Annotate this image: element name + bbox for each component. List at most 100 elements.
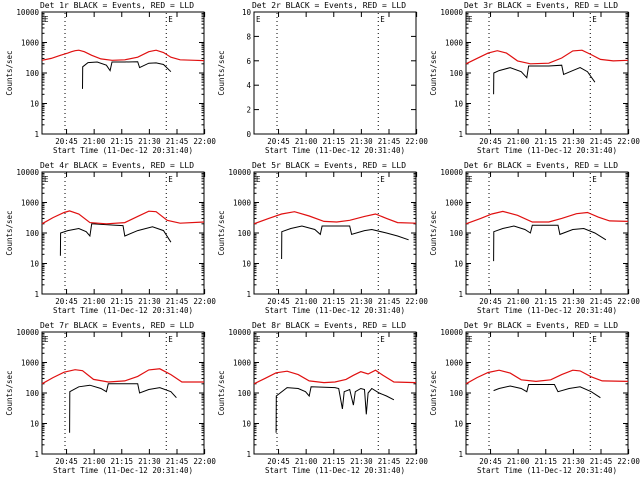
x-tick-label: 21:45 — [590, 457, 613, 466]
plot-frame — [465, 171, 629, 295]
left-marker-label: E — [256, 15, 261, 24]
plot-frame — [253, 11, 417, 135]
lld-series-line — [41, 210, 205, 225]
x-tick-label: 21:45 — [166, 297, 189, 306]
left-marker-label: E — [468, 175, 473, 184]
right-marker-label: E — [592, 175, 597, 184]
left-marker-label: E — [468, 335, 473, 344]
panel-title: Det 1r BLACK = Events, RED = LLD — [40, 1, 194, 10]
y-axis-label: Counts/sec — [429, 370, 438, 415]
x-tick-label: 21:30 — [562, 297, 585, 306]
y-tick-label: 10 — [30, 100, 40, 109]
lld-series-line — [465, 49, 629, 65]
events-series-line — [69, 383, 177, 433]
right-marker-label: E — [380, 175, 385, 184]
right-marker-label: E — [592, 15, 597, 24]
x-tick-label: 21:30 — [562, 137, 585, 146]
x-tick-label: 20:45 — [267, 137, 290, 146]
x-tick-label: 22:00 — [617, 297, 640, 306]
y-tick-label: 1000 — [445, 199, 464, 208]
y-tick-label: 10000 — [228, 328, 251, 337]
panel-title: Det 2r BLACK = Events, RED = LLD — [252, 1, 406, 10]
events-series-line — [493, 224, 607, 262]
detector-panel: Det 9r BLACK = Events, RED = LLD 1 10 100 10… — [429, 321, 640, 475]
panel-title: Det 7r BLACK = Events, RED = LLD — [40, 321, 194, 330]
x-axis-label: Start Time (11-Dec-12 20:31:40) — [477, 146, 617, 155]
y-axis-label: Counts/sec — [217, 50, 226, 95]
y-tick-label: 1 — [246, 290, 251, 299]
x-tick-label: 21:30 — [138, 297, 161, 306]
y-tick-label: 10 — [454, 260, 464, 269]
x-tick-label: 22:00 — [193, 297, 216, 306]
panel-title: Det 4r BLACK = Events, RED = LLD — [40, 161, 194, 170]
x-tick-label: 22:00 — [193, 457, 216, 466]
y-tick-label: 10000 — [440, 8, 463, 17]
detector-panel: Det 7r BLACK = Events, RED = LLD 1 10 100 10… — [5, 321, 216, 475]
y-tick-label: 4 — [246, 81, 251, 90]
y-tick-label: 10 — [30, 420, 40, 429]
x-axis-label: Start Time (11-Dec-12 20:31:40) — [265, 306, 405, 315]
x-tick-label: 21:00 — [295, 137, 318, 146]
y-tick-label: 1 — [34, 450, 39, 459]
y-tick-label: 100 — [25, 389, 39, 398]
lld-series-line — [253, 369, 417, 385]
y-tick-label: 1000 — [233, 359, 252, 368]
x-tick-label: 21:45 — [166, 137, 189, 146]
x-axis-label: Start Time (11-Dec-12 20:31:40) — [53, 146, 193, 155]
plot-frame — [41, 11, 205, 135]
lld-series-line — [253, 211, 417, 225]
y-tick-label: 10 — [242, 8, 252, 17]
y-axis-label: Counts/sec — [429, 210, 438, 255]
y-tick-label: 2 — [246, 106, 251, 115]
y-tick-label: 1 — [458, 290, 463, 299]
panel-title: Det 5r BLACK = Events, RED = LLD — [252, 161, 406, 170]
y-tick-label: 1 — [34, 290, 39, 299]
lld-series-line — [465, 210, 629, 225]
x-tick-label: 21:00 — [507, 297, 530, 306]
y-tick-label: 10 — [242, 260, 252, 269]
x-tick-label: 21:15 — [534, 457, 557, 466]
x-tick-label: 21:00 — [83, 297, 106, 306]
y-tick-label: 10 — [242, 420, 252, 429]
y-tick-label: 100 — [449, 69, 463, 78]
y-tick-label: 1 — [34, 130, 39, 139]
y-tick-label: 100 — [237, 229, 251, 238]
x-tick-label: 20:45 — [479, 137, 502, 146]
detector-panel: Det 4r BLACK = Events, RED = LLD 1 10 100 10… — [5, 161, 216, 315]
x-tick-label: 21:15 — [322, 297, 345, 306]
events-series-line — [82, 61, 172, 89]
detector-panel: Det 2r BLACK = Events, RED = LLD 0 2 4 6 8 10 C… — [217, 1, 428, 155]
y-tick-label: 1000 — [233, 199, 252, 208]
left-marker-label: E — [44, 175, 49, 184]
x-tick-label: 21:30 — [138, 457, 161, 466]
x-axis-label: Start Time (11-Dec-12 20:31:40) — [265, 466, 405, 475]
lld-series-line — [41, 49, 205, 62]
y-tick-label: 10 — [454, 100, 464, 109]
right-marker-label: E — [380, 335, 385, 344]
x-tick-label: 21:00 — [295, 297, 318, 306]
x-tick-label: 21:15 — [110, 457, 133, 466]
left-marker-label: E — [44, 335, 49, 344]
x-tick-label: 21:00 — [507, 457, 530, 466]
detector-panel: Det 6r BLACK = Events, RED = LLD 1 10 100 10… — [429, 161, 640, 315]
x-tick-label: 21:45 — [590, 137, 613, 146]
panel-title: Det 6r BLACK = Events, RED = LLD — [464, 161, 618, 170]
y-tick-label: 100 — [25, 69, 39, 78]
detector-panel: Det 5r BLACK = Events, RED = LLD 1 10 100 10… — [217, 161, 428, 315]
right-marker-label: E — [380, 15, 385, 24]
plot-frame — [41, 331, 205, 455]
x-tick-label: 21:15 — [110, 137, 133, 146]
events-series-line — [281, 225, 409, 260]
x-axis-label: Start Time (11-Dec-12 20:31:40) — [265, 146, 405, 155]
y-axis-label: Counts/sec — [217, 210, 226, 255]
x-tick-label: 21:15 — [322, 457, 345, 466]
x-tick-label: 21:15 — [322, 137, 345, 146]
left-marker-label: E — [256, 175, 261, 184]
x-tick-label: 21:30 — [350, 457, 373, 466]
events-series-line — [59, 223, 172, 256]
y-tick-label: 100 — [449, 389, 463, 398]
y-tick-label: 1000 — [445, 359, 464, 368]
x-axis-label: Start Time (11-Dec-12 20:31:40) — [477, 306, 617, 315]
plot-frame — [41, 171, 205, 295]
